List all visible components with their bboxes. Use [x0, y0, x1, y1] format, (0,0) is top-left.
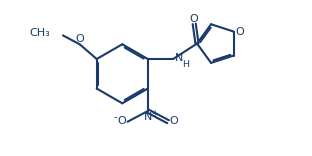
Text: CH₃: CH₃ — [30, 28, 50, 38]
Text: N: N — [144, 112, 153, 122]
Text: O: O — [169, 116, 178, 126]
Text: O: O — [75, 34, 84, 44]
Text: O: O — [118, 116, 126, 126]
Text: -: - — [114, 112, 118, 122]
Text: O: O — [236, 27, 244, 37]
Text: +: + — [151, 109, 158, 118]
Text: O: O — [190, 14, 198, 24]
Text: H: H — [182, 60, 189, 69]
Text: N: N — [174, 53, 183, 63]
